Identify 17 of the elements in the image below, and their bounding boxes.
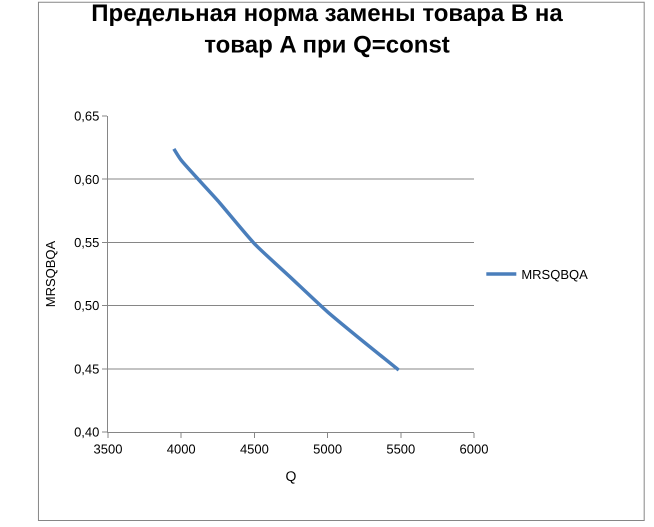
y-tick-label: 0,40 xyxy=(74,424,100,440)
chart-title: Предельная норма замены товара B на товар A при Q=const xyxy=(91,0,564,58)
x-tick-label: 5000 xyxy=(313,442,342,457)
x-tick-label: 4000 xyxy=(166,442,196,457)
x-tick-label: 5500 xyxy=(386,442,416,457)
y-tick-label: 0,55 xyxy=(74,234,100,250)
y-tick-label: 0,65 xyxy=(74,108,100,124)
y-tick-label: 0,50 xyxy=(74,298,100,314)
y-tick-label: 0,45 xyxy=(74,361,100,376)
x-axis-title: Q xyxy=(286,468,297,484)
line-series xyxy=(172,147,400,372)
x-tick-label: 6000 xyxy=(460,442,488,457)
legend-label: MRSQBQA xyxy=(521,267,588,282)
x-tick-label: 4500 xyxy=(240,442,269,457)
y-axis-title: MRSQBQA xyxy=(43,240,58,308)
x-tick-label: 3500 xyxy=(94,442,122,457)
y-tick-label: 0,60 xyxy=(74,172,100,187)
